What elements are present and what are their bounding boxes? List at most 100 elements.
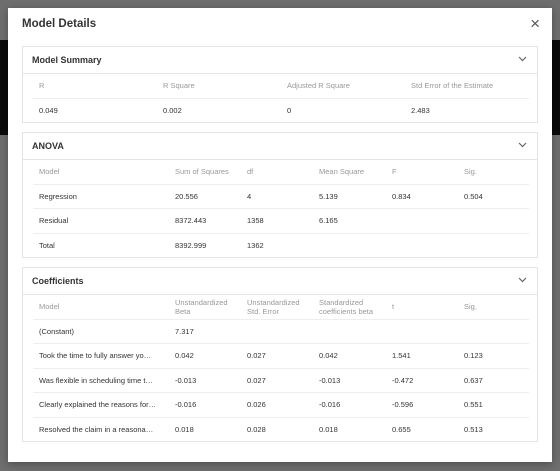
section-header[interactable]: Coefficients	[23, 268, 537, 295]
header-row: Model Sum of Squares df Mean Square F Sig.	[33, 160, 529, 185]
table-row: Was flexible in scheduling time t… -0.013…	[33, 368, 529, 393]
column-header: F	[386, 160, 458, 185]
table-cell	[241, 319, 313, 344]
column-header: Standardized coefficients beta	[313, 295, 386, 320]
table-cell: 6.165	[313, 208, 386, 234]
column-header: Adjusted R Square	[281, 74, 405, 99]
table-cell: 5.139	[313, 184, 386, 209]
table-row: Resolved the claim in a reasona… 0.018 0.0…	[33, 417, 529, 441]
table-cell: Regression	[33, 184, 169, 209]
table-cell: -0.472	[386, 368, 458, 393]
column-header: R Square	[157, 74, 281, 99]
section-header[interactable]: Model Summary	[23, 47, 537, 74]
section-title: Model Summary	[32, 55, 102, 65]
table-cell: Resolved the claim in a reasona…	[39, 424, 154, 434]
table-cell: -0.016	[169, 392, 241, 418]
table-cell: -0.013	[313, 368, 386, 393]
table-cell	[458, 319, 529, 344]
table-cell: 20.556	[169, 184, 241, 209]
table-cell: 0.018	[175, 424, 194, 434]
table-cell: 0	[287, 105, 292, 115]
column-header: Sum of Squares	[169, 160, 241, 185]
column-header: Sig.	[458, 295, 529, 320]
table-cell: -0.013	[169, 368, 241, 393]
table-cell: 0.042	[169, 343, 241, 369]
chevron[interactable]	[518, 56, 527, 62]
table-cell: 1358	[241, 208, 313, 234]
table-cell: 0.042	[313, 343, 386, 369]
table-row: Residual 8372.443 1358 6.165	[33, 208, 529, 234]
table-cell: (Constant)	[33, 319, 169, 344]
table-cell: 2.483	[411, 105, 430, 115]
table-cell: 0.049	[39, 105, 58, 115]
table: Model Sum of Squares df Mean Square F Sig. Reg…	[33, 160, 529, 257]
table-cell: Residual	[33, 208, 169, 234]
table-row: Took the time to fully answer yo… 0.042 0.…	[33, 343, 529, 369]
column-header: df	[241, 160, 313, 185]
column-header: Model	[33, 160, 169, 185]
column-header: Sig.	[458, 160, 529, 185]
table-cell: 0.513	[464, 424, 483, 434]
table-cell: 0.504	[458, 184, 529, 209]
table-cell: Clearly explained the reasons for…	[33, 392, 169, 418]
table-cell: 0.655	[392, 424, 411, 434]
table-cell: 0.027	[241, 368, 313, 393]
section: Coefficients Model Unstandardized Beta Unst…	[22, 267, 538, 442]
table-cell: -0.016	[313, 392, 386, 418]
section-title: ANOVA	[32, 141, 64, 151]
table-cell: 8372.443	[169, 208, 241, 234]
table-cell: 0.834	[386, 184, 458, 209]
modal: Model Details × Model Summary R R Square Ad…	[8, 8, 552, 462]
table-cell: -0.596	[386, 392, 458, 418]
table-cell	[458, 233, 529, 257]
table-cell: 4	[241, 184, 313, 209]
table-cell: 0.002	[163, 105, 182, 115]
table-cell: Took the time to fully answer yo…	[33, 343, 169, 369]
table-cell: 1362	[247, 240, 264, 250]
column-header: Std Error of the Estimate	[405, 74, 529, 99]
column-header: Model	[33, 295, 169, 320]
table-cell: 0.028	[247, 424, 266, 434]
table-cell	[458, 208, 529, 234]
close-button[interactable]: ×	[530, 14, 540, 33]
table-cell: 0.018	[319, 424, 338, 434]
table-row: Clearly explained the reasons for… -0.016…	[33, 392, 529, 418]
table-row: (Constant) 7.317	[33, 319, 529, 344]
table: Model Unstandardized Beta Unstandardized S…	[33, 295, 529, 441]
section-header[interactable]: ANOVA	[23, 133, 537, 160]
table-row: Regression 20.556 4 5.139 0.834 0.504	[33, 184, 529, 209]
column-header: t	[386, 295, 458, 320]
header-row: Model Unstandardized Beta Unstandardized S…	[33, 295, 529, 320]
table-cell	[386, 319, 458, 344]
table-cell: 8392.999	[175, 240, 207, 250]
column-header: Mean Square	[313, 160, 386, 185]
table-cell: Was flexible in scheduling time t…	[33, 368, 169, 393]
table-cell: 0.027	[241, 343, 313, 369]
section: Model Summary R R Square Adjusted R Square S…	[22, 46, 538, 123]
table-cell	[313, 233, 386, 257]
section: ANOVA Model Sum of Squares df Mean Square F Si…	[22, 132, 538, 258]
table-row: Total 8392.999 1362	[33, 233, 529, 257]
table-cell: 7.317	[169, 319, 241, 344]
sections: Model Summary R R Square Adjusted R Square S…	[22, 46, 538, 451]
modal-title: Model Details	[22, 18, 97, 30]
table-row: 0.049 0.002 0 2.483	[33, 98, 529, 122]
table-cell: 0.123	[458, 343, 529, 369]
table-cell	[386, 233, 458, 257]
table-cell: 0.551	[458, 392, 529, 418]
section-title: Coefficients	[32, 276, 84, 286]
column-header: Unstandardized Std. Error	[241, 295, 313, 320]
table-cell: 0.026	[241, 392, 313, 418]
table-cell	[313, 319, 386, 344]
table-cell: Total	[39, 240, 55, 250]
chevron[interactable]	[518, 277, 527, 283]
column-header: Unstandardized Beta	[169, 295, 241, 320]
table-cell	[386, 208, 458, 234]
table-cell: 0.637	[458, 368, 529, 393]
column-header: R	[33, 74, 157, 99]
table-cell: 1.541	[386, 343, 458, 369]
chevron[interactable]	[518, 142, 527, 148]
